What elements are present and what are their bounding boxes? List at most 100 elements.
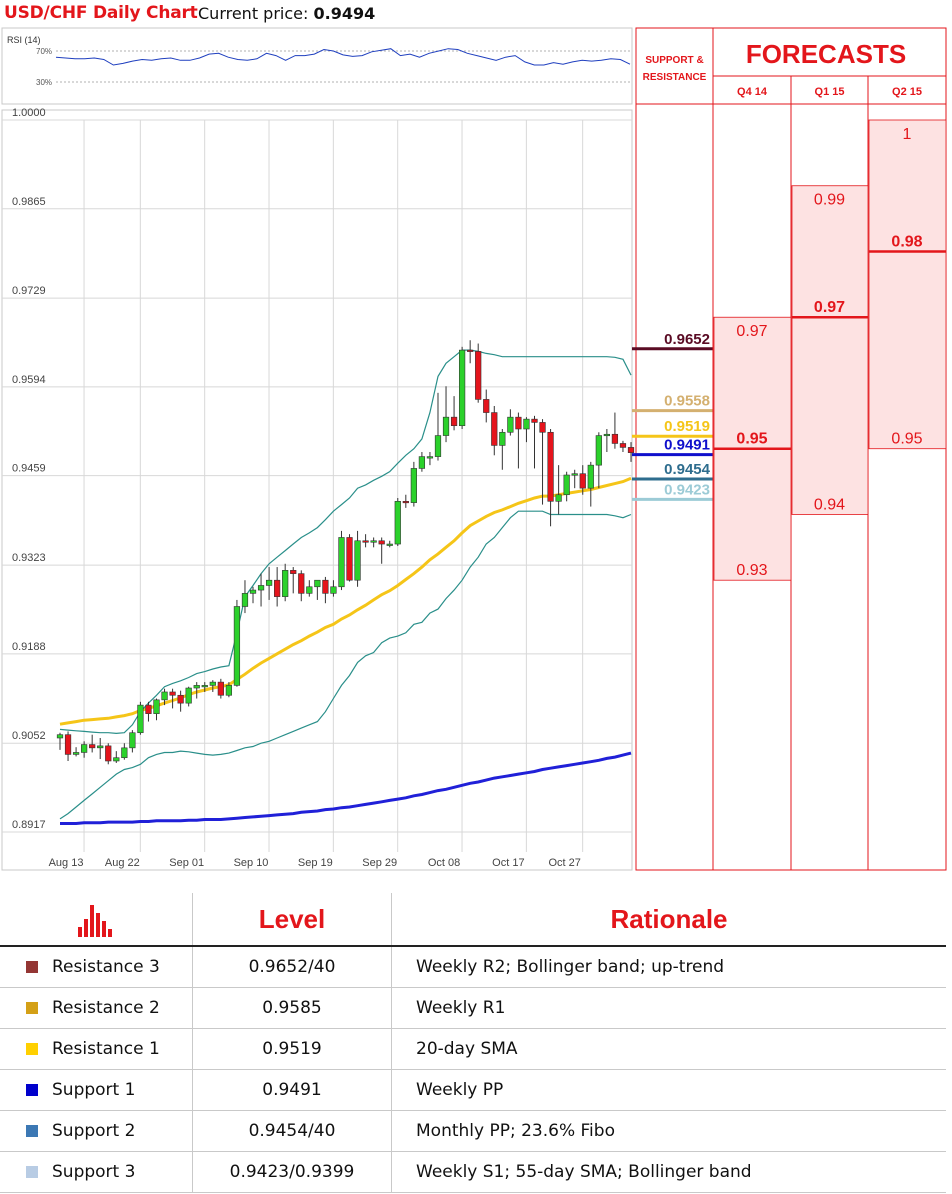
candle bbox=[257, 585, 265, 591]
candle bbox=[587, 464, 594, 489]
candle bbox=[627, 447, 635, 453]
candle bbox=[418, 456, 426, 469]
candle bbox=[354, 540, 361, 581]
candle bbox=[153, 699, 160, 714]
current-price-label: Current price: bbox=[198, 4, 309, 23]
price-panel: 1.0000 0.9865 0.9729 0.9594 0.9459 0.9323 0.91… bbox=[1, 107, 635, 871]
level-value: 0.9491 bbox=[192, 1069, 392, 1111]
chart-header: USD/CHF Daily Chart Current price: 0.949… bbox=[0, 0, 636, 28]
quarter-label: Q4 14 bbox=[737, 86, 768, 98]
candle bbox=[330, 586, 337, 594]
forecast-bottom: 0.93 bbox=[736, 562, 767, 579]
sr-label: 0.9652 bbox=[664, 331, 710, 348]
level-value: 0.9519 bbox=[192, 1028, 392, 1070]
candle bbox=[619, 443, 627, 448]
forecasts-panel: FORECASTS Q4 14 0.97 0.95 0.93 Q1 15 0.99 0.97… bbox=[712, 27, 947, 871]
level-swatch bbox=[26, 1002, 38, 1014]
candle bbox=[217, 681, 224, 696]
table-row: Resistance 3 0.9652/40 Weekly R2; Bollinge… bbox=[0, 946, 946, 988]
forecasts-title: FORECASTS bbox=[746, 39, 906, 69]
level-name-text: Support 1 bbox=[52, 1080, 136, 1100]
candle bbox=[89, 744, 96, 749]
candle bbox=[282, 570, 289, 597]
forecast-avg: 0.97 bbox=[814, 299, 845, 316]
candle bbox=[306, 586, 313, 594]
rsi-line bbox=[55, 48, 631, 66]
candle bbox=[193, 685, 200, 689]
candle bbox=[145, 704, 152, 714]
forecast-bottom: 0.95 bbox=[891, 431, 922, 448]
rationale-header: Rationale bbox=[391, 893, 946, 947]
candle bbox=[603, 433, 610, 437]
candle bbox=[499, 431, 506, 446]
candle bbox=[169, 691, 176, 696]
candle bbox=[338, 537, 345, 588]
candle bbox=[483, 399, 490, 413]
candle bbox=[64, 734, 72, 755]
sr-header-line2: RESISTANCE bbox=[643, 72, 707, 83]
quarter-label: Q2 15 bbox=[892, 86, 922, 98]
x-tick-label: Sep 01 bbox=[169, 857, 204, 869]
table-row: Support 1 0.9491 Weekly PP bbox=[0, 1069, 946, 1111]
chart-bars-icon bbox=[0, 893, 193, 947]
candle bbox=[274, 579, 281, 597]
level-rationale: Weekly R2; Bollinger band; up-trend bbox=[391, 946, 946, 988]
candle bbox=[113, 757, 120, 762]
candle bbox=[298, 573, 305, 594]
rsi-level-70: 70% bbox=[36, 47, 52, 56]
x-tick-label: Oct 08 bbox=[428, 857, 460, 869]
x-tick-label: Sep 29 bbox=[362, 857, 397, 869]
candle bbox=[563, 474, 570, 496]
y-tick-label: 0.8917 bbox=[12, 819, 46, 831]
candle bbox=[611, 433, 619, 444]
level-rationale: Monthly PP; 23.6% Fibo bbox=[391, 1110, 946, 1152]
candle bbox=[177, 694, 184, 704]
x-tick-label: Oct 17 bbox=[492, 857, 524, 869]
level-value: 0.9585 bbox=[192, 987, 392, 1029]
y-tick-label: 0.9188 bbox=[12, 641, 46, 653]
level-name: Resistance 1 bbox=[0, 1028, 193, 1070]
level-name: Support 1 bbox=[0, 1069, 193, 1111]
candle bbox=[402, 501, 409, 504]
x-tick-label: Oct 27 bbox=[548, 857, 580, 869]
price-chart: RSI (14) 70% 30% 1.0000 0.9865 0.9729 0.959… bbox=[1, 27, 947, 871]
level-name: Resistance 3 bbox=[0, 946, 193, 988]
forecast-top: 1 bbox=[903, 126, 912, 143]
level-name: Resistance 2 bbox=[0, 987, 193, 1029]
candle bbox=[475, 351, 482, 400]
candle bbox=[442, 416, 450, 436]
candle bbox=[378, 540, 385, 545]
x-tick-label: Sep 10 bbox=[234, 857, 269, 869]
forecast-top: 0.97 bbox=[736, 323, 767, 340]
candle bbox=[579, 473, 586, 489]
forecast-bottom: 0.94 bbox=[814, 496, 845, 513]
forecast-avg: 0.98 bbox=[891, 233, 922, 250]
forecast-range bbox=[868, 119, 947, 450]
table-row: Resistance 1 0.9519 20-day SMA bbox=[0, 1028, 946, 1070]
candle bbox=[394, 501, 401, 545]
y-tick-label: 0.9459 bbox=[12, 463, 46, 475]
forecast-range bbox=[791, 185, 869, 515]
candle bbox=[72, 752, 80, 755]
level-name: Support 2 bbox=[0, 1110, 193, 1152]
candle bbox=[56, 734, 64, 739]
candle bbox=[290, 570, 297, 574]
sr-label: 0.9558 bbox=[664, 393, 710, 410]
candle bbox=[515, 416, 522, 430]
current-price-value: 0.9494 bbox=[313, 4, 376, 23]
level-name-text: Resistance 1 bbox=[52, 1039, 160, 1059]
candle bbox=[362, 540, 369, 543]
level-rationale: 20-day SMA bbox=[391, 1028, 946, 1070]
level-swatch bbox=[26, 1125, 38, 1137]
x-tick-label: Aug 13 bbox=[49, 857, 84, 869]
table-row: Support 3 0.9423/0.9399 Weekly S1; 55-day … bbox=[0, 1151, 946, 1193]
sr-label: 0.9454 bbox=[664, 461, 711, 478]
level-swatch bbox=[26, 1084, 38, 1096]
level-name-text: Support 3 bbox=[52, 1162, 136, 1182]
level-name-text: Resistance 2 bbox=[52, 998, 160, 1018]
level-swatch bbox=[26, 1043, 38, 1055]
y-tick-label: 0.9865 bbox=[12, 196, 46, 208]
level-value: 0.9454/40 bbox=[192, 1110, 392, 1152]
y-tick-label: 1.0000 bbox=[12, 107, 46, 119]
y-tick-label: 0.9052 bbox=[12, 730, 46, 742]
